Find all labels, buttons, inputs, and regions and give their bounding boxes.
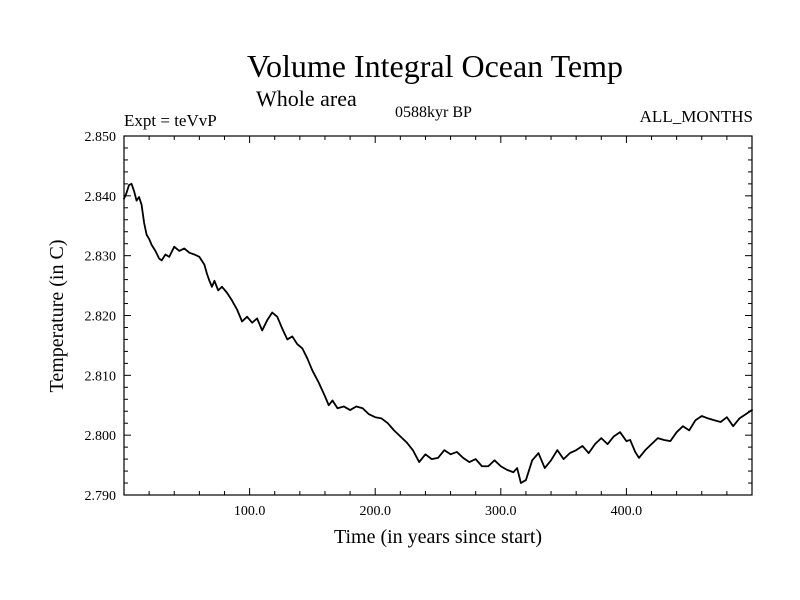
chart-subtitle: Whole area: [256, 86, 357, 111]
x-axis-label: Time (in years since start): [333, 526, 543, 548]
experiment-annotation: Expt = teVvP: [124, 111, 217, 130]
y-tick-label: 2.840: [85, 190, 117, 205]
x-tick-label: 100.0: [234, 504, 266, 519]
plot-frame: [123, 135, 753, 496]
series-layer: [123, 182, 753, 484]
series-line-0: [123, 182, 753, 484]
y-tick-label: 2.830: [85, 250, 117, 265]
x-tick-label: 400.0: [611, 504, 643, 519]
x-tick-label: 300.0: [485, 504, 517, 519]
y-tick-label: 2.850: [85, 130, 117, 145]
y-tick-label: 2.790: [85, 489, 117, 504]
chart-title: Volume Integral Ocean Temp: [246, 48, 623, 84]
y-tick-label: 2.800: [85, 429, 117, 444]
months-annotation: ALL_MONTHS: [639, 107, 753, 126]
y-tick-label: 2.820: [85, 310, 117, 325]
y-tick-label: 2.810: [85, 369, 117, 384]
x-tick-label: 200.0: [359, 504, 391, 519]
axis-ticks: 100.0 200.0 300.0 400.0 2.790 2.800 2.810 2.820…: [85, 130, 752, 519]
period-annotation: 0588kyr BP: [395, 104, 472, 121]
